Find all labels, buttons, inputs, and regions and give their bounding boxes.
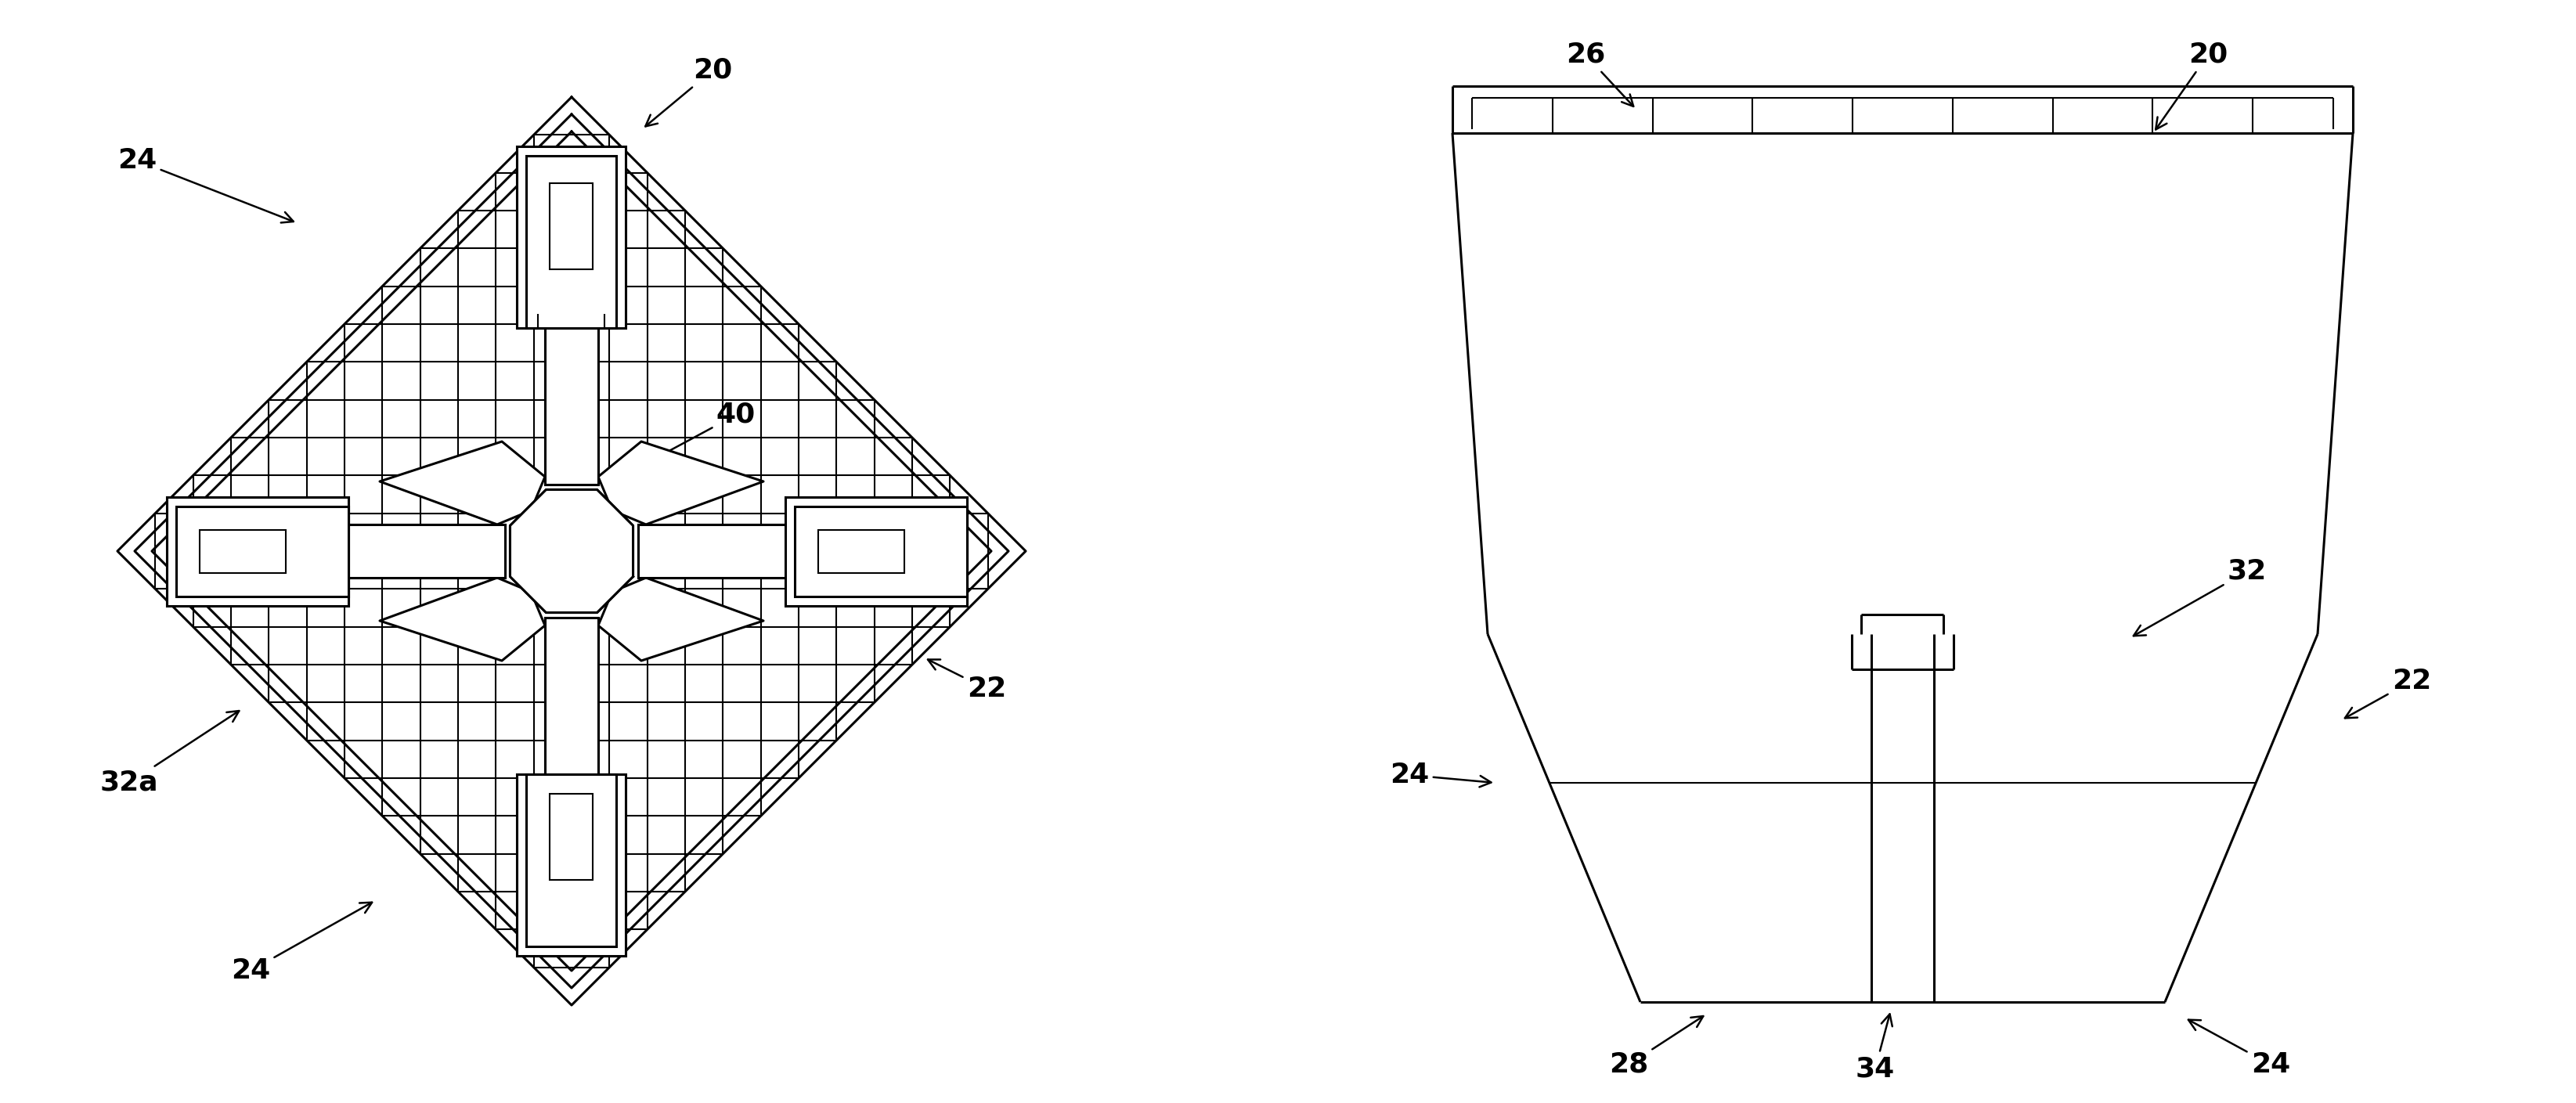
Bar [786, 496, 966, 606]
Text: 24: 24 [232, 902, 371, 984]
Bar [175, 506, 348, 596]
Polygon shape [379, 578, 544, 661]
Bar [167, 496, 348, 606]
Bar [526, 774, 616, 946]
Text: 20: 20 [2156, 42, 2228, 129]
Text: 32a: 32a [100, 710, 240, 796]
Text: 40: 40 [639, 401, 755, 468]
Bar [348, 525, 505, 578]
Bar [793, 506, 966, 596]
Bar [518, 774, 626, 956]
Bar [526, 156, 616, 328]
Bar [526, 774, 616, 946]
Text: 22: 22 [2344, 667, 2432, 718]
Bar [793, 506, 966, 596]
Bar [814, 529, 899, 572]
Text: 20: 20 [644, 57, 732, 127]
Text: 34: 34 [1855, 1014, 1893, 1082]
Bar [549, 175, 592, 261]
Bar [544, 618, 598, 774]
Bar [786, 496, 966, 606]
Bar [544, 774, 598, 797]
Polygon shape [379, 441, 544, 525]
Bar [793, 525, 819, 578]
Bar [639, 525, 793, 578]
Bar [348, 525, 505, 578]
Text: 24: 24 [2187, 1020, 2290, 1078]
Bar [196, 529, 281, 572]
Bar [526, 156, 616, 328]
Bar [518, 147, 626, 328]
Bar [518, 147, 626, 328]
Text: 22: 22 [927, 660, 1005, 703]
Bar [198, 529, 286, 572]
Bar [325, 525, 348, 578]
Polygon shape [598, 441, 762, 525]
Bar [544, 328, 598, 484]
Text: 28: 28 [1607, 1016, 1703, 1078]
Polygon shape [118, 97, 1025, 1005]
Polygon shape [510, 490, 634, 612]
Text: 26: 26 [1566, 42, 1633, 106]
Bar [549, 794, 592, 880]
Bar [549, 183, 592, 269]
Bar [549, 794, 592, 880]
Bar [167, 496, 348, 606]
Bar [175, 506, 348, 596]
Polygon shape [510, 490, 634, 612]
Polygon shape [598, 578, 762, 661]
Bar [544, 328, 598, 484]
Text: 32: 32 [2133, 558, 2267, 635]
Bar [639, 525, 793, 578]
Text: 36: 36 [811, 535, 881, 561]
Bar [819, 529, 904, 572]
Bar [518, 774, 626, 956]
Text: 24: 24 [1388, 762, 1492, 789]
Bar [544, 618, 598, 774]
Bar [544, 304, 598, 328]
Text: 24: 24 [118, 147, 294, 223]
